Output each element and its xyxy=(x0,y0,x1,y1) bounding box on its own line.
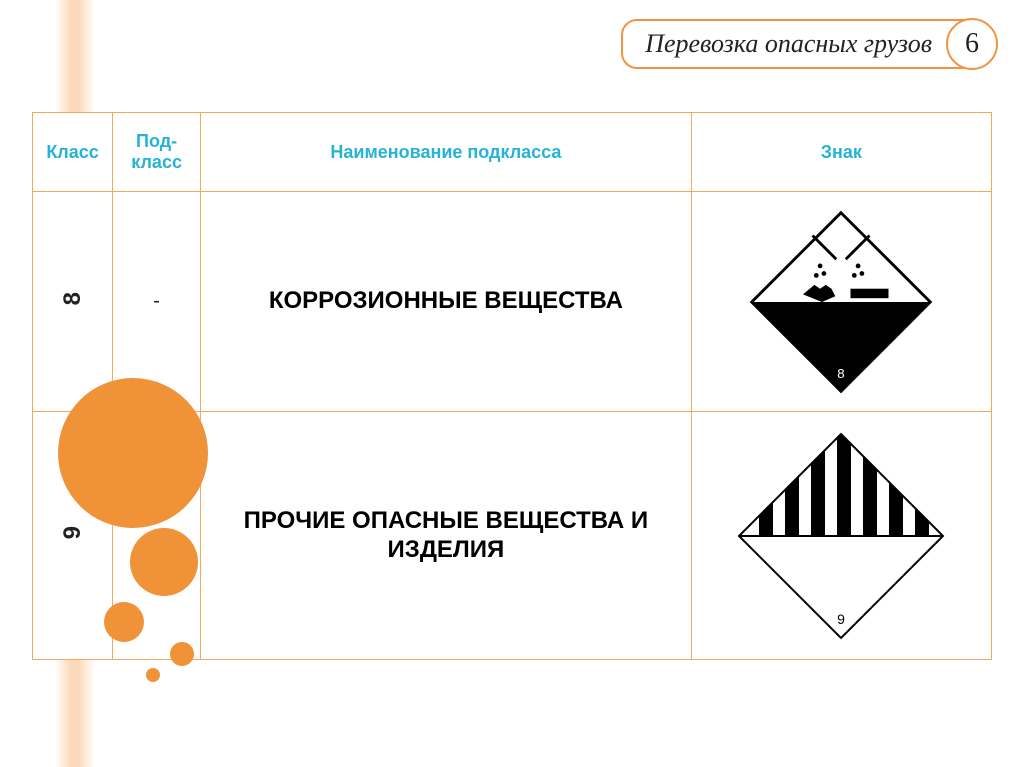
decor-circle xyxy=(130,528,198,596)
slide-number-badge: 6 xyxy=(946,18,998,70)
hazard-sign-corrosive: 8 xyxy=(746,207,936,397)
class-value: 9 xyxy=(59,526,87,539)
cell-sign: 8 xyxy=(691,192,991,412)
cell-name: КОРРОЗИОННЫЕ ВЕЩЕСТВА xyxy=(201,192,692,412)
slide-header: Перевозка опасных грузов 6 xyxy=(621,18,998,70)
decor-circle xyxy=(104,602,144,642)
table-row: 8 - КОРРОЗИОННЫЕ ВЕЩЕСТВА xyxy=(33,192,992,412)
hazard-sign-misc: 9 xyxy=(731,426,951,646)
sign-number: 8 xyxy=(838,366,845,381)
class-value: 8 xyxy=(59,292,87,305)
col-header-class: Класс xyxy=(33,113,113,192)
decor-circle xyxy=(170,642,194,666)
col-header-sign: Знак xyxy=(691,113,991,192)
cell-sign: 9 xyxy=(691,412,991,660)
sign-number: 9 xyxy=(837,611,845,627)
decor-circle xyxy=(146,668,160,682)
table-header-row: Класс Под-класс Наименование подкласса З… xyxy=(33,113,992,192)
cell-name: ПРОЧИЕ ОПАСНЫЕ ВЕЩЕСТВА И ИЗДЕЛИЯ xyxy=(201,412,692,660)
col-header-subclass: Под-класс xyxy=(113,113,201,192)
decor-circle xyxy=(58,378,208,528)
col-header-name: Наименование подкласса xyxy=(201,113,692,192)
slide-title: Перевозка опасных грузов xyxy=(621,19,980,69)
cell-class: 8 xyxy=(33,192,113,412)
